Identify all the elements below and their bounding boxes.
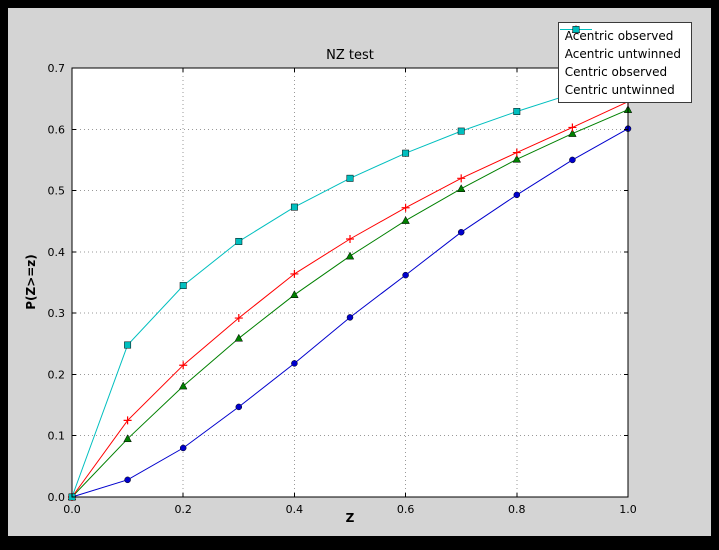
marker-circle	[569, 156, 576, 164]
marker-square	[513, 108, 521, 115]
marker-triangle	[234, 333, 244, 342]
marker-triangle	[401, 216, 410, 224]
x-axis-label: Z	[345, 511, 355, 525]
plot-background	[72, 68, 628, 497]
tick-label-x: 0.6	[397, 503, 415, 516]
marker-square	[179, 282, 187, 290]
marker-plus	[401, 203, 410, 212]
tick-label-x: 0.0	[63, 503, 81, 516]
marker-square	[124, 341, 132, 349]
marker-plus	[290, 269, 299, 278]
legend-label: Acentric untwinned	[564, 46, 681, 61]
tick-label-x: 0.4	[286, 503, 304, 516]
marker-triangle	[568, 129, 577, 137]
marker-circle	[124, 476, 131, 484]
marker-plus	[346, 234, 354, 243]
tick-label-y: 0.4	[48, 246, 66, 259]
marker-triangle	[456, 184, 466, 192]
chart-title: NZ test	[326, 48, 374, 63]
plot-area: 0.0 0.2 0.4 0.6 0.8 1.0 0.0 0.1 0.2 0.3 0.4 0.5 0.6 0…	[48, 62, 637, 516]
marker-plus	[179, 361, 188, 370]
tick-label-y: 0.6	[48, 123, 66, 136]
legend: Acentric observed Acentric untwinned Centr…	[557, 22, 692, 103]
marker-plus	[568, 123, 577, 132]
figure-background: 0.0 0.2 0.4 0.6 0.8 1.0 0.0 0.1 0.2 0.3 0.4 0.5 0.6 0…	[8, 8, 711, 536]
legend-label: Centric observed	[564, 64, 668, 79]
legend-entry: Centric observed	[559, 25, 681, 80]
tick-label-y: 0.2	[48, 368, 66, 381]
marker-plus	[457, 174, 466, 183]
marker-triangle	[178, 381, 188, 390]
legend-entry: Centric untwinned	[559, 26, 681, 98]
tick-label-x: 1.0	[619, 503, 637, 516]
marker-square	[457, 127, 465, 135]
tick-label-x: 0.2	[174, 503, 192, 516]
tick-label-y: 0.3	[48, 307, 66, 320]
marker-square	[235, 237, 243, 245]
marker-square	[346, 174, 354, 182]
tick-label-y: 0.1	[48, 430, 66, 443]
marker-circle	[402, 271, 409, 279]
marker-circle	[346, 314, 354, 321]
marker-circle	[179, 444, 187, 452]
tick-label-y: 0.5	[48, 185, 66, 198]
tick-label-y: 0.0	[48, 491, 66, 504]
marker-circle	[513, 191, 521, 199]
plot-border	[71, 67, 629, 498]
marker-triangle	[290, 290, 299, 299]
tick-label-y: 0.7	[48, 62, 66, 75]
marker-triangle	[123, 434, 132, 443]
marker-circle	[457, 228, 465, 236]
marker-circle	[235, 403, 243, 411]
marker-plus	[123, 416, 132, 425]
marker-square	[290, 203, 298, 211]
legend-label: Centric untwinned	[564, 82, 675, 97]
legend-line-sample	[559, 26, 592, 33]
marker-square	[572, 26, 580, 33]
marker-triangle	[345, 251, 355, 260]
legend-entry: Acentric untwinned	[559, 24, 681, 62]
marker-circle	[291, 360, 298, 367]
legend-label: Acentric observed	[564, 28, 674, 43]
tick-label-x: 0.8	[508, 503, 526, 516]
marker-triangle	[512, 154, 522, 163]
marker-plus	[234, 314, 243, 323]
marker-square	[402, 149, 410, 157]
marker-plus	[512, 148, 521, 157]
y-axis-label: P(Z>=z)	[24, 254, 38, 310]
